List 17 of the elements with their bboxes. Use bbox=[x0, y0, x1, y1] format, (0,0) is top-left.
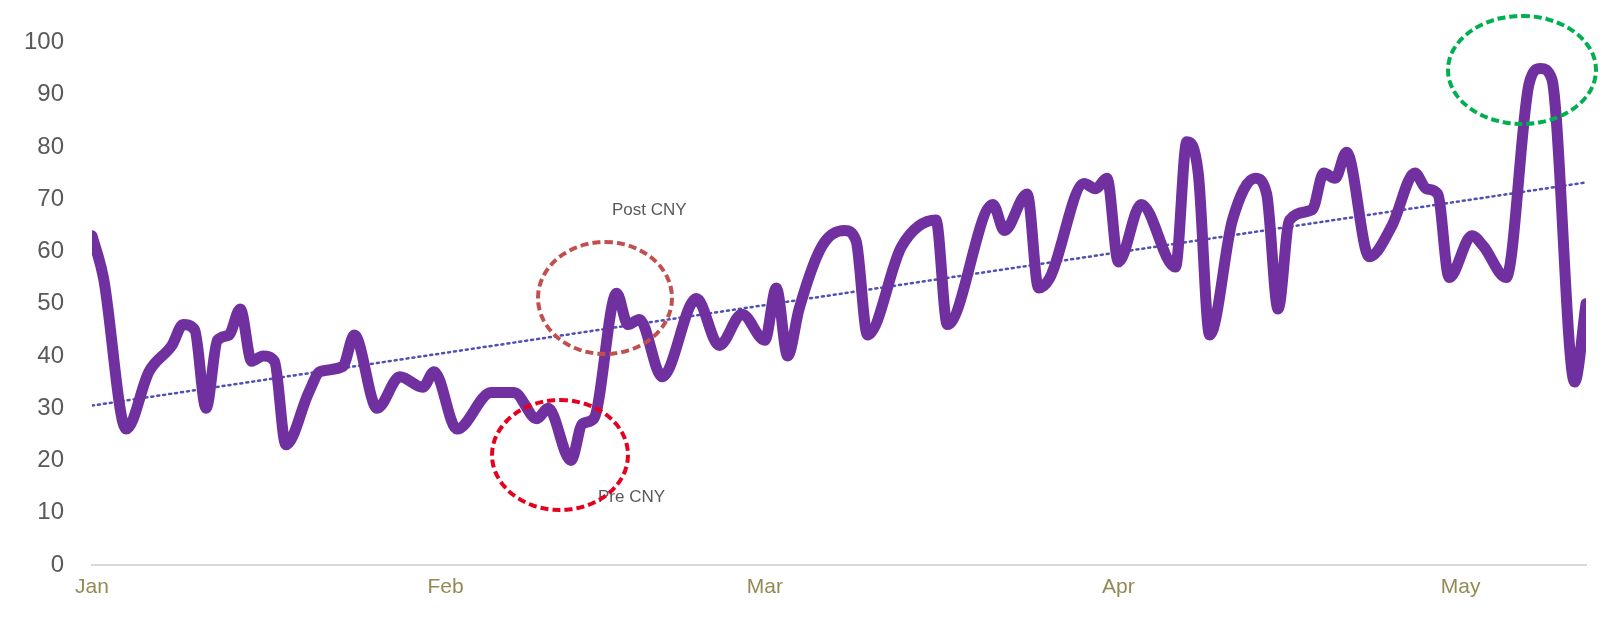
y-tick-label: 70 bbox=[37, 183, 64, 211]
x-tick-label: Jan bbox=[75, 574, 109, 598]
x-tick-label: Mar bbox=[746, 574, 783, 598]
x-tick-label: Feb bbox=[427, 574, 464, 598]
y-tick-label: 0 bbox=[50, 549, 64, 577]
y-tick-label: 10 bbox=[37, 497, 64, 525]
annotation: Post CNY bbox=[612, 200, 687, 220]
y-tick-label: 50 bbox=[37, 288, 64, 316]
y-tick-label: 40 bbox=[37, 340, 64, 368]
y-tick-label: 80 bbox=[37, 131, 64, 159]
y-tick-label: 90 bbox=[37, 79, 64, 107]
y-tick-label: 20 bbox=[37, 445, 64, 473]
y-tick-label: 100 bbox=[23, 27, 64, 55]
x-tick-label: Apr bbox=[1102, 574, 1135, 598]
x-tick-label: May bbox=[1440, 574, 1481, 598]
y-tick-label: 30 bbox=[37, 392, 64, 420]
y-tick-label: 60 bbox=[37, 236, 64, 264]
